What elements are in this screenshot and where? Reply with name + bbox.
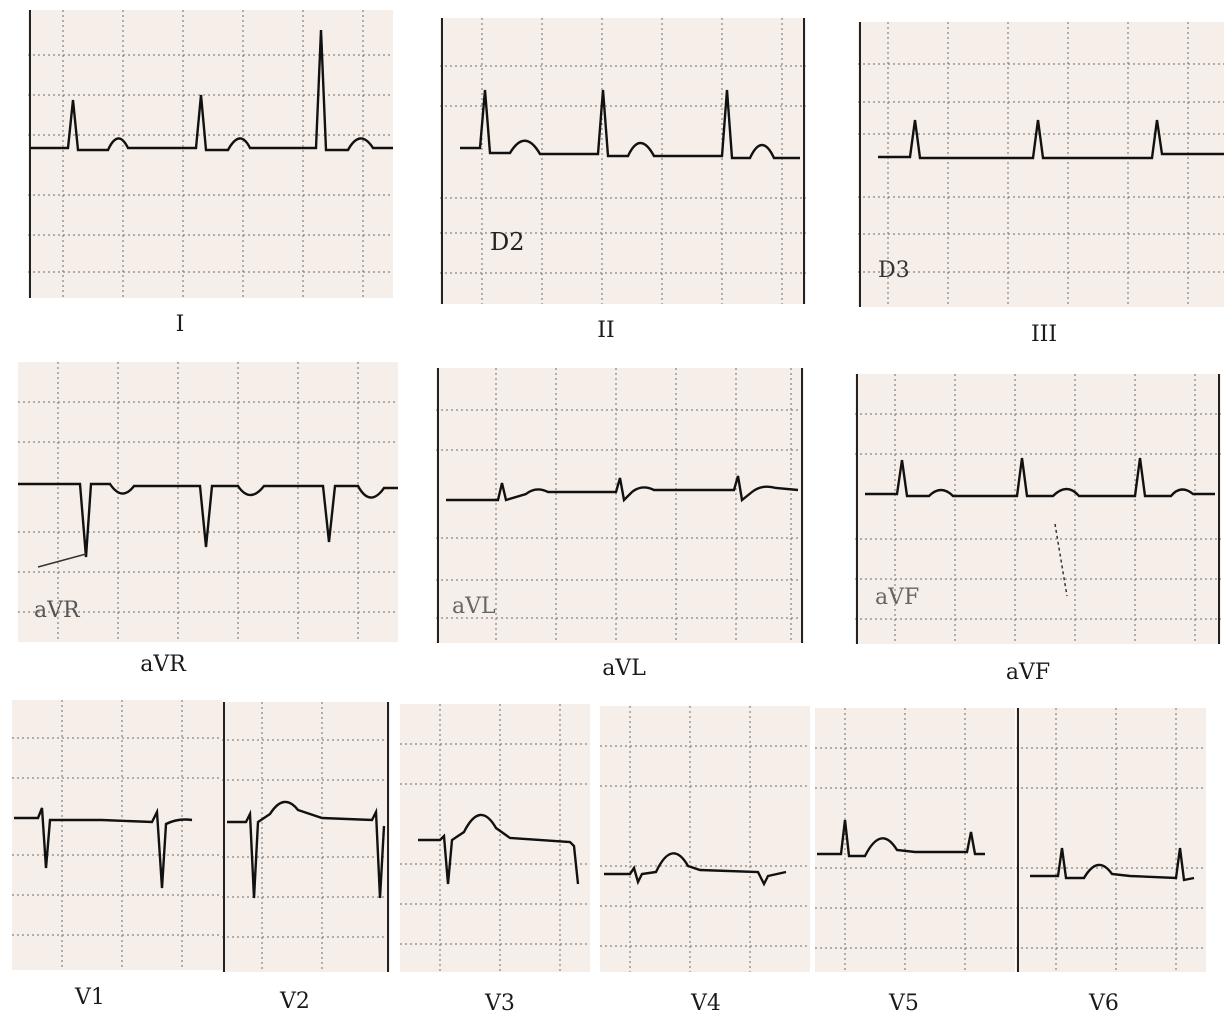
ecg-strip-ii: D2	[440, 18, 806, 304]
lead-label-avr: aVR	[140, 652, 186, 677]
ecg-trace-avf: aVF	[855, 374, 1221, 644]
ecg-trace-v5	[815, 708, 1015, 972]
ecg-trace-avr: aVR	[18, 362, 398, 642]
lead-label-avl: aVL	[602, 656, 646, 681]
lead-label-v4: V4	[691, 991, 721, 1016]
ecg-strip-v3	[400, 704, 590, 972]
ecg-trace-iii: D3	[858, 22, 1224, 307]
ecg-strip-v2	[222, 702, 390, 972]
ecg-trace-v1	[12, 700, 222, 970]
handwritten-mark-avl: aVL	[452, 594, 496, 619]
ecg-trace-v6	[1016, 708, 1206, 972]
ecg-strip-v6	[1016, 708, 1206, 972]
lead-label-avf: aVF	[1005, 660, 1051, 685]
ecg-strip-v4	[600, 706, 810, 972]
lead-label-v5: V5	[889, 991, 919, 1016]
lead-label-ii: II	[597, 318, 615, 343]
lead-label-i: I	[175, 312, 185, 337]
ecg-trace-v4	[600, 706, 810, 972]
ecg-strip-i	[28, 10, 393, 298]
lead-label-v6: V6	[1089, 991, 1119, 1016]
lead-label-v3: V3	[485, 991, 515, 1016]
lead-label-v1: V1	[75, 985, 105, 1010]
handwritten-mark-avf: aVF	[875, 585, 919, 610]
handwritten-mark-ii: D2	[490, 228, 525, 256]
ecg-trace-avl: aVL	[436, 368, 804, 643]
handwritten-mark-iii: D3	[878, 258, 910, 283]
lead-label-iii: III	[1030, 322, 1058, 347]
lead-label-v2: V2	[280, 989, 310, 1014]
ecg-trace-v2	[222, 702, 390, 972]
ecg-trace-i	[28, 10, 393, 298]
ecg-strip-iii: D3	[858, 22, 1224, 307]
ecg-strip-v1	[12, 700, 222, 970]
handwritten-mark-avr: aVR	[34, 598, 81, 623]
ecg-strip-avl: aVL	[436, 368, 804, 643]
ecg-trace-v3	[400, 704, 590, 972]
ecg-strip-avf: aVF	[855, 374, 1221, 644]
ecg-strip-v5	[815, 708, 1015, 972]
ecg-strip-avr: aVR	[18, 362, 398, 642]
ecg-trace-ii: D2	[440, 18, 806, 304]
